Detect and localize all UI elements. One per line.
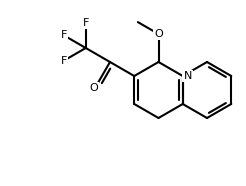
Text: F: F: [83, 18, 89, 28]
Text: O: O: [90, 83, 98, 93]
Text: O: O: [154, 29, 163, 39]
Text: N: N: [184, 71, 192, 81]
Text: F: F: [61, 30, 67, 40]
Text: F: F: [61, 56, 67, 66]
